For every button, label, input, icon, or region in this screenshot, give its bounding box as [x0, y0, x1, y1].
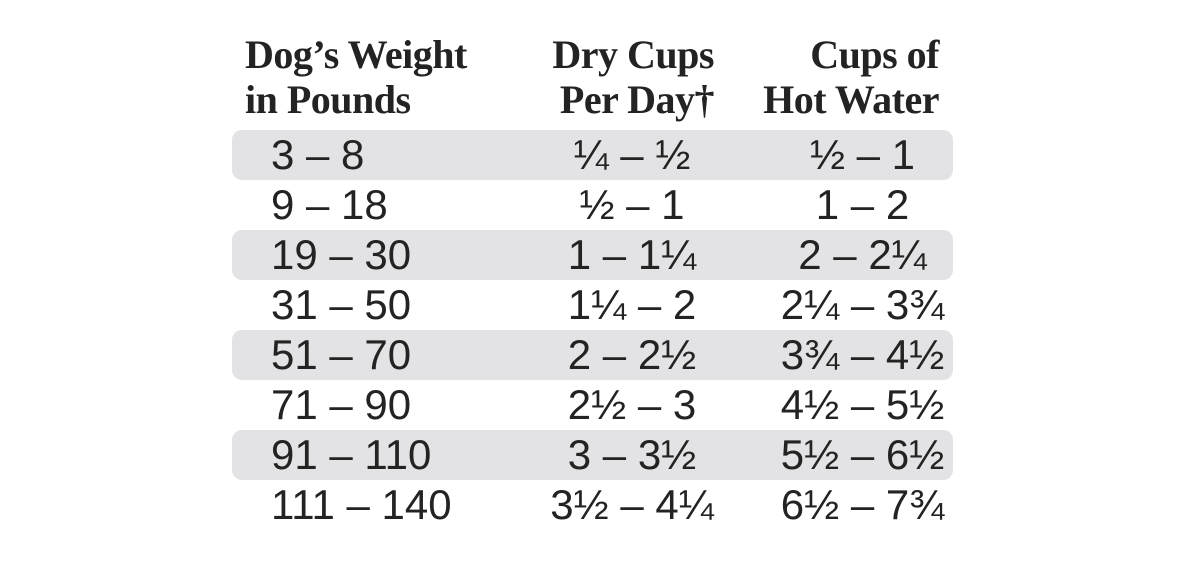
header-dry-cups: Dry Cups Per Day† [502, 32, 762, 130]
table-row: 71 – 90 2½ – 3 4½ – 5½ [232, 380, 953, 430]
hot-water-cell: 5½ – 6½ [780, 431, 945, 478]
weight-cell: 71 – 90 [271, 381, 412, 428]
header-hot-water-line2: Hot Water [763, 77, 939, 122]
dry-cups-cell: 1¼ – 2 [567, 281, 697, 328]
header-hot-water: Cups of Hot Water [762, 32, 953, 130]
header-dry-cups-line1: Dry Cups [552, 32, 714, 77]
table-row: 111 – 140 3½ – 4¼ 6½ – 7¾ [232, 480, 953, 530]
header-dogs-weight: Dog’s Weight in Pounds [232, 32, 502, 130]
weight-cell: 51 – 70 [271, 331, 412, 378]
weight-cell: 31 – 50 [271, 281, 412, 328]
header-dogs-weight-line1: Dog’s Weight [245, 32, 467, 77]
weight-cell: 3 – 8 [271, 131, 365, 178]
weight-cell: 19 – 30 [271, 231, 412, 278]
table-row: 51 – 70 2 – 2½ 3¾ – 4½ [232, 330, 953, 380]
hot-water-cell: 2¼ – 3¾ [780, 281, 945, 328]
feeding-guide-table: Dog’s Weight in Pounds Dry Cups Per Day†… [232, 30, 953, 530]
weight-cell: 111 – 140 [271, 481, 452, 528]
hot-water-cell: 3¾ – 4½ [780, 331, 945, 378]
dry-cups-cell: 1 – 1¼ [567, 231, 697, 278]
hot-water-cell: ½ – 1 [809, 131, 916, 178]
hot-water-cell: 1 – 2 [815, 181, 910, 228]
table-row: 19 – 30 1 – 1¼ 2 – 2¼ [232, 230, 953, 280]
dry-cups-cell: ¼ – ½ [573, 131, 691, 178]
header-dry-cups-line2: Per Day† [559, 77, 715, 122]
table-rows: 3 – 8 ¼ – ½ ½ – 1 9 – 18 ½ – 1 1 – 2 19 … [232, 130, 953, 530]
table-header-row: Dog’s Weight in Pounds Dry Cups Per Day†… [232, 30, 953, 130]
dry-cups-cell: 2½ – 3 [567, 381, 697, 428]
table-row: 9 – 18 ½ – 1 1 – 2 [232, 180, 953, 230]
dry-cups-cell: 3 – 3½ [567, 431, 697, 478]
dry-cups-cell: 2 – 2½ [567, 331, 697, 378]
table-row: 3 – 8 ¼ – ½ ½ – 1 [232, 130, 953, 180]
dry-cups-cell: 3½ – 4¼ [550, 481, 714, 528]
weight-cell: 9 – 18 [271, 181, 388, 228]
hot-water-cell: 2 – 2¼ [798, 231, 927, 278]
dry-cups-cell: ½ – 1 [579, 181, 685, 228]
weight-cell: 91 – 110 [271, 431, 432, 478]
header-hot-water-line1: Cups of [810, 32, 939, 77]
hot-water-cell: 4½ – 5½ [780, 381, 945, 428]
table-row: 31 – 50 1¼ – 2 2¼ – 3¾ [232, 280, 953, 330]
table-row: 91 – 110 3 – 3½ 5½ – 6½ [232, 430, 953, 480]
header-dogs-weight-line2: in Pounds [245, 77, 411, 122]
hot-water-cell: 6½ – 7¾ [780, 481, 945, 528]
